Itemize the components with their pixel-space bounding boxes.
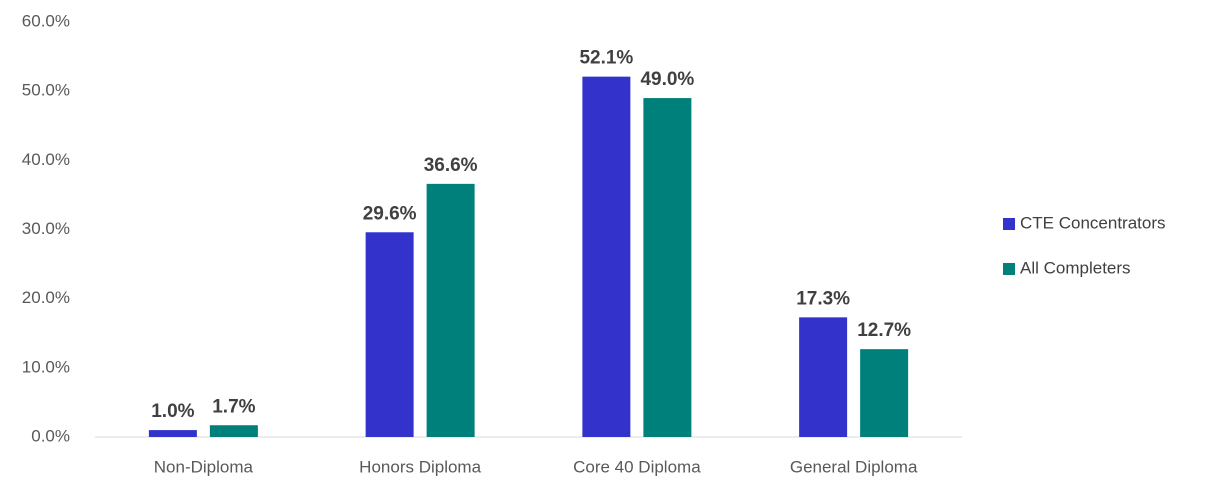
bar bbox=[643, 98, 692, 437]
y-tick-label: 30.0% bbox=[22, 219, 70, 238]
data-label: 17.3% bbox=[796, 288, 850, 309]
y-tick-label: 10.0% bbox=[22, 357, 70, 376]
bar bbox=[148, 430, 197, 437]
bar bbox=[365, 232, 414, 437]
legend-swatch bbox=[1003, 218, 1015, 230]
x-tick-label: Core 40 Diploma bbox=[573, 457, 701, 476]
data-label: 49.0% bbox=[640, 69, 694, 90]
data-label: 12.7% bbox=[857, 320, 911, 341]
legend-swatch bbox=[1003, 263, 1015, 275]
data-label: 36.6% bbox=[424, 155, 478, 176]
data-label: 1.0% bbox=[151, 401, 194, 422]
x-tick-label: Non-Diploma bbox=[154, 457, 254, 476]
y-tick-label: 0.0% bbox=[31, 426, 70, 445]
y-tick-label: 50.0% bbox=[22, 81, 70, 100]
bar bbox=[209, 425, 258, 437]
bar bbox=[582, 76, 631, 438]
data-label: 52.1% bbox=[579, 48, 633, 69]
bar bbox=[860, 349, 909, 437]
data-label: 1.7% bbox=[212, 396, 255, 417]
legend-label: All Completers bbox=[1020, 258, 1131, 277]
bar bbox=[799, 317, 848, 437]
data-label: 29.6% bbox=[363, 203, 417, 224]
x-tick-label: Honors Diploma bbox=[359, 457, 481, 476]
y-tick-label: 40.0% bbox=[22, 150, 70, 169]
legend-label: CTE Concentrators bbox=[1020, 213, 1166, 232]
bar bbox=[426, 183, 475, 437]
y-tick-label: 60.0% bbox=[22, 11, 70, 30]
x-tick-label: General Diploma bbox=[790, 457, 918, 476]
y-tick-label: 20.0% bbox=[22, 288, 70, 307]
